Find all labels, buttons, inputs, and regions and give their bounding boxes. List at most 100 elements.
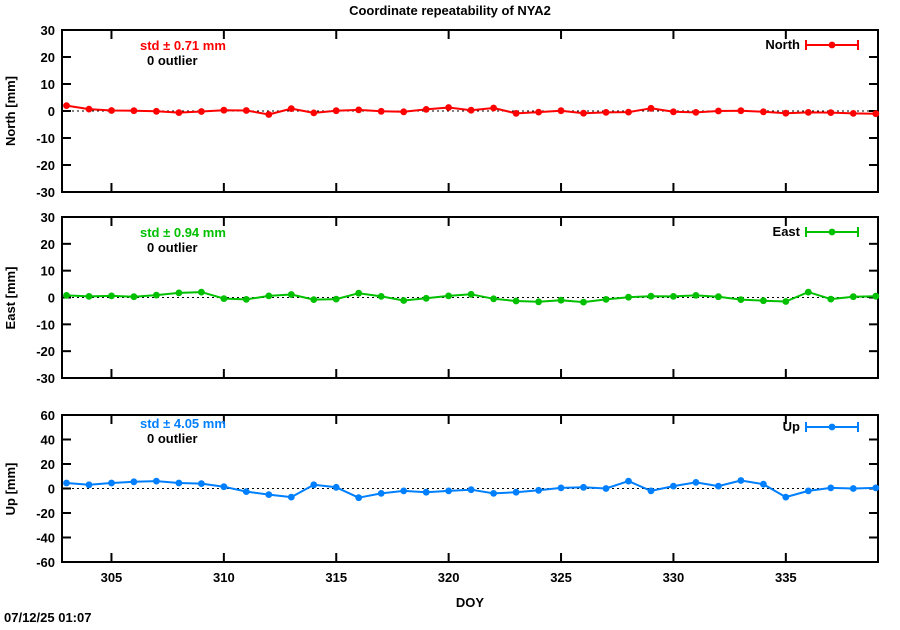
- data-point-up: [782, 493, 790, 501]
- outlier-annotation-north: 0 outlier: [147, 53, 198, 68]
- std-annotation-up: std ± 4.05 mm: [140, 416, 226, 431]
- data-point-east: [580, 298, 587, 306]
- y-tick-label: 0: [48, 104, 55, 119]
- data-point-up: [198, 480, 205, 487]
- chart-title: Coordinate repeatability of NYA2: [349, 3, 551, 18]
- data-point-up: [310, 481, 318, 489]
- data-point-east: [355, 289, 363, 297]
- data-point-east: [130, 293, 138, 301]
- y-tick-label: -10: [36, 131, 55, 146]
- legend-glyph-point: [828, 423, 836, 431]
- data-point-east: [872, 292, 880, 300]
- data-point-north: [153, 107, 160, 115]
- data-point-up: [557, 484, 565, 492]
- legend-glyph-point: [828, 228, 836, 236]
- x-axis-label: DOY: [455, 595, 485, 610]
- data-point-up: [760, 480, 767, 488]
- y-tick-label: -20: [36, 344, 55, 359]
- data-point-north: [670, 108, 677, 116]
- data-point-north: [310, 109, 318, 117]
- data-point-east: [108, 292, 115, 300]
- x-tick-label: 330: [663, 570, 685, 585]
- data-point-up: [422, 488, 430, 496]
- data-point-east: [670, 293, 677, 300]
- timestamp: 07/12/25 01:07: [4, 610, 92, 625]
- data-point-north: [63, 102, 70, 109]
- data-point-up: [242, 488, 250, 495]
- data-point-up: [153, 477, 160, 485]
- data-point-north: [692, 109, 700, 116]
- data-point-up: [130, 478, 138, 486]
- data-point-up: [804, 487, 812, 495]
- data-point-east: [804, 288, 812, 296]
- data-point-east: [782, 298, 790, 305]
- data-point-up: [849, 485, 857, 492]
- data-point-east: [287, 291, 295, 298]
- data-point-east: [692, 292, 700, 299]
- data-point-up: [827, 484, 835, 492]
- data-point-north: [445, 104, 452, 111]
- x-tick-label: 325: [550, 570, 572, 585]
- data-point-east: [377, 293, 385, 300]
- data-point-north: [535, 108, 542, 116]
- data-point-up: [872, 484, 880, 492]
- data-point-up: [602, 485, 610, 492]
- std-annotation-east: std ± 0.94 mm: [140, 225, 226, 240]
- data-point-north: [804, 109, 812, 116]
- y-tick-label: -40: [36, 531, 55, 546]
- data-point-north: [332, 107, 340, 115]
- x-tick-label: 310: [213, 570, 235, 585]
- data-point-north: [220, 106, 228, 114]
- data-point-north: [715, 107, 722, 115]
- data-point-east: [242, 296, 250, 303]
- x-tick-label: 315: [325, 570, 347, 585]
- y-tick-label: -30: [36, 185, 55, 200]
- y-tick-label: 40: [41, 433, 55, 448]
- legend-label-north: North: [765, 37, 800, 52]
- data-point-north: [737, 107, 745, 115]
- outlier-annotation-up: 0 outlier: [147, 431, 198, 446]
- data-point-north: [625, 108, 632, 116]
- data-point-east: [467, 290, 475, 298]
- x-tick-label: 335: [775, 570, 797, 585]
- data-point-up: [355, 494, 363, 502]
- data-point-up: [63, 479, 70, 487]
- data-point-north: [422, 106, 430, 113]
- data-point-east: [827, 295, 835, 303]
- data-point-east: [265, 292, 273, 300]
- data-point-north: [242, 107, 250, 114]
- data-point-up: [108, 479, 115, 487]
- y-tick-label: -20: [36, 506, 55, 521]
- data-point-up: [287, 493, 295, 501]
- data-point-east: [198, 288, 205, 296]
- data-point-north: [760, 108, 767, 116]
- data-point-east: [220, 295, 228, 302]
- data-point-north: [265, 111, 273, 118]
- data-point-north: [467, 106, 475, 114]
- data-point-up: [715, 482, 722, 490]
- y-tick-label: 20: [41, 457, 55, 472]
- data-point-east: [332, 295, 340, 303]
- data-point-east: [602, 296, 610, 303]
- data-point-up: [692, 479, 700, 486]
- data-point-north: [849, 110, 857, 117]
- data-point-north: [647, 104, 655, 112]
- data-point-up: [85, 481, 93, 489]
- y-tick-label: 60: [41, 408, 55, 423]
- data-point-up: [332, 483, 340, 491]
- data-point-north: [490, 104, 497, 112]
- data-point-up: [265, 491, 273, 498]
- data-point-up: [220, 483, 228, 491]
- data-point-east: [310, 296, 318, 303]
- data-point-north: [85, 105, 93, 113]
- y-axis-label-east: East [mm]: [3, 266, 18, 330]
- data-point-north: [130, 107, 138, 115]
- data-point-up: [512, 488, 520, 496]
- data-point-east: [625, 293, 632, 301]
- data-point-north: [400, 108, 408, 116]
- data-point-north: [287, 105, 295, 112]
- y-tick-label: 10: [41, 77, 55, 92]
- legend-glyph-point: [828, 41, 836, 49]
- data-point-north: [580, 109, 587, 117]
